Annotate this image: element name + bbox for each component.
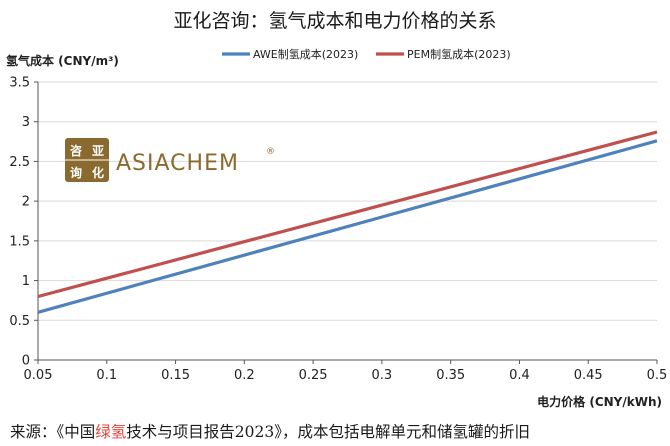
tick-labels: 0 0.5 1 1.5 2 2.5 3 3.5 0.05 0.1 0.15 0.2 0.25 0.3 0.3… [9, 76, 667, 384]
x-axis-label: 电力价格 (CNY/kWh) [537, 394, 662, 409]
y-tick-label: 0.5 [9, 314, 30, 329]
y-tick-label: 1.5 [9, 234, 30, 249]
source-suffix: 技术与项目报告2023》，成本包括电解单元和储氢罐的折旧 [126, 423, 530, 441]
y-axis-label: 氢气成本 (CNY/m³) [6, 53, 119, 68]
logo-char-3: 询 [70, 165, 82, 180]
axes [34, 81, 658, 364]
series-lines [37, 130, 658, 314]
y-tick-label: 0 [22, 354, 30, 369]
x-tick-label: 0.3 [372, 368, 393, 383]
source-note: 来源：《中国绿氢技术与项目报告2023》，成本包括电解单元和储氢罐的折旧 [10, 423, 530, 441]
legend-label: AWE制氢成本(2023) [253, 47, 358, 61]
chart-title: 亚化咨询：氢气成本和电力价格的关系 [173, 10, 496, 32]
asiachem-logo: 咨 亚 询 化 ASIACHEM ® [65, 138, 275, 182]
y-tick-label: 3.5 [9, 76, 30, 91]
x-tick-label: 0.1 [96, 368, 117, 383]
source-prefix: 来源：《中国 [10, 423, 95, 441]
legend-label: PEM制氢成本(2023) [407, 47, 511, 61]
series-line-pem [37, 130, 658, 299]
gridlines [38, 81, 657, 321]
x-tick-label: 0.15 [161, 368, 190, 383]
y-tick-label: 2.5 [9, 155, 30, 170]
logo-char-4: 化 [92, 165, 104, 180]
series-line-awe [37, 139, 658, 314]
x-tick-label: 0.45 [574, 368, 603, 383]
y-tick-label: 2 [22, 195, 30, 210]
logo-text: ASIACHEM [116, 151, 239, 176]
x-tick-label: 0.25 [299, 368, 328, 383]
logo-char-2: 亚 [92, 144, 104, 158]
logo-char-1: 咨 [70, 143, 82, 158]
x-tick-label: 0.4 [509, 368, 530, 383]
logo-registered-mark: ® [266, 147, 275, 157]
x-tick-label: 0.2 [234, 368, 255, 383]
x-tick-label: 0.5 [647, 368, 668, 383]
source-highlight: 绿氢 [95, 423, 126, 441]
y-tick-label: 1 [22, 274, 30, 289]
x-tick-label: 0.35 [436, 368, 465, 383]
x-tick-label: 0.05 [24, 368, 53, 383]
legend: AWE制氢成本(2023) PEM制氢成本(2023) [222, 47, 511, 61]
y-tick-label: 3 [22, 115, 30, 130]
